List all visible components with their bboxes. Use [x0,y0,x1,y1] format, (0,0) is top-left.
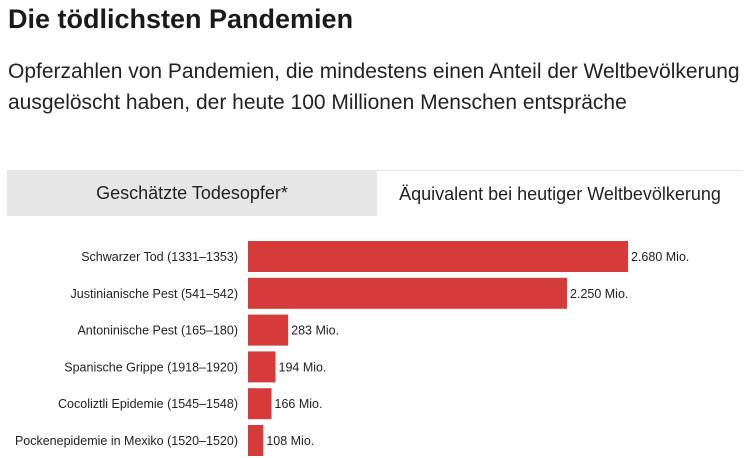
bar-chart-svg: Schwarzer Tod (1331–1353) 2.680 Mio. Justi… [15,241,689,456]
value-label: 108 Mio. [266,434,314,448]
bar[interactable] [248,277,568,309]
tab-estimated-deaths[interactable]: Geschätzte Todesopfer* [96,183,288,203]
category-label: Antoninische Pest (165–180) [77,324,238,338]
chart-subtitle: Opferzahlen von Pandemien, die mindesten… [8,60,740,114]
category-label: Pockenepidemie in Mexiko (1520–1520) [15,434,238,448]
value-label: 166 Mio. [275,397,323,411]
value-label: 194 Mio. [279,360,327,374]
category-label: Justinianische Pest (541–542) [71,287,238,301]
category-label: Schwarzer Tod (1331–1353) [81,250,238,264]
bar-chart: Schwarzer Tod (1331–1353) 2.680 Mio. Justi… [0,230,749,458]
value-label: 2.250 Mio. [570,287,628,301]
bar[interactable] [248,425,264,456]
value-label: 283 Mio. [291,324,339,338]
chart-title: Die tödlichsten Pandemien [8,4,354,34]
bar[interactable] [248,241,628,272]
category-label: Cocoliztli Epidemie (1545–1548) [58,397,238,411]
value-label: 2.680 Mio. [631,250,689,264]
bar[interactable] [248,314,289,346]
bar[interactable] [248,388,272,420]
tab-bar: Geschätzte Todesopfer* Äquivalent bei he… [7,170,743,216]
tab-today-equivalent[interactable]: Äquivalent bei heutiger Weltbevölkerung [377,170,743,216]
bar[interactable] [248,351,276,383]
category-label: Spanische Grippe (1918–1920) [64,360,238,374]
